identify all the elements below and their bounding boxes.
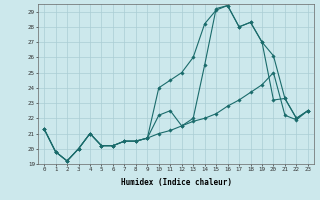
- X-axis label: Humidex (Indice chaleur): Humidex (Indice chaleur): [121, 178, 231, 187]
